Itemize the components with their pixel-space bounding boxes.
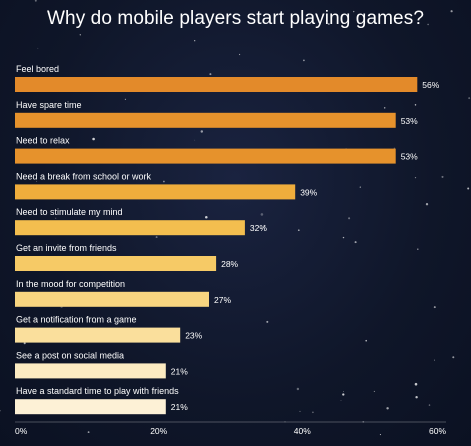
star-dot — [425, 203, 429, 206]
star-dot — [452, 356, 455, 359]
star-dot — [23, 342, 26, 345]
category-label: Need to relax — [16, 136, 70, 146]
star-dot — [365, 339, 367, 342]
data-label: 21% — [171, 402, 188, 412]
star-dot — [353, 10, 355, 13]
category-label: See a post on social media — [16, 350, 124, 360]
data-label: 27% — [214, 295, 231, 305]
star-dot — [284, 421, 286, 423]
data-label: 53% — [401, 152, 418, 162]
star-dot — [94, 321, 97, 324]
star-dot — [79, 34, 81, 36]
category-label: Get a notification from a game — [16, 315, 137, 325]
star-dot — [260, 213, 264, 216]
bar — [15, 363, 166, 379]
bar — [15, 399, 166, 415]
star-dot — [379, 434, 381, 436]
star-dot — [427, 23, 429, 26]
star-dot — [362, 420, 365, 423]
star-dot — [417, 248, 419, 250]
x-tick-label: 60% — [429, 426, 446, 436]
star-dot — [303, 59, 305, 62]
x-tick-label: 40% — [294, 426, 311, 436]
star-dot — [340, 400, 342, 402]
star-dot — [263, 224, 266, 228]
star-dot — [155, 236, 158, 239]
star-dot — [36, 180, 38, 182]
bar — [15, 291, 209, 307]
star-dot — [433, 359, 436, 361]
star-dot — [34, 0, 37, 2]
star-dot — [342, 393, 345, 396]
star-dot — [342, 236, 345, 239]
bar — [15, 148, 396, 164]
star-dot — [348, 217, 351, 220]
star-dot — [55, 217, 57, 219]
star-dot — [312, 411, 314, 414]
star-dot — [468, 97, 471, 100]
data-label: 28% — [221, 259, 238, 269]
star-dot — [92, 137, 95, 141]
category-label: Feel bored — [16, 64, 59, 74]
star-dot — [205, 215, 208, 219]
star-dot — [297, 229, 300, 232]
star-dot — [414, 104, 417, 106]
bar — [15, 112, 396, 128]
star-dot — [343, 391, 344, 392]
bar — [15, 77, 418, 92]
star-dot — [359, 186, 361, 188]
x-tick-label: 0% — [15, 426, 28, 436]
star-dot — [467, 187, 470, 190]
star-dot — [0, 410, 1, 412]
data-label: 53% — [401, 116, 418, 126]
star-dot — [310, 190, 312, 192]
star-dot — [163, 180, 165, 183]
star-dot — [386, 407, 389, 410]
star-dot — [87, 431, 90, 434]
star-dot — [441, 175, 444, 178]
star-dot — [194, 40, 196, 42]
data-label: 32% — [250, 223, 267, 233]
star-dot — [428, 404, 431, 406]
star-dot — [415, 396, 418, 399]
star-dot — [393, 147, 395, 149]
star-dot — [327, 22, 330, 26]
category-label: Have a standard time to play with friend… — [16, 386, 179, 396]
star-dot — [450, 10, 453, 13]
category-label: Need to stimulate my mind — [16, 207, 123, 217]
chart-title: Why do mobile players start playing game… — [47, 8, 424, 29]
data-label: 21% — [171, 366, 188, 376]
star-dot — [194, 139, 196, 141]
bar — [15, 184, 296, 200]
x-tick-label: 20% — [150, 426, 167, 436]
bar — [15, 256, 217, 271]
star-dot — [200, 130, 204, 133]
bar — [15, 327, 181, 343]
star-dot — [209, 73, 212, 76]
data-label: 23% — [185, 331, 202, 341]
data-label: 56% — [422, 80, 439, 90]
star-dot — [37, 47, 39, 49]
star-dot — [433, 306, 436, 309]
bar — [15, 220, 245, 236]
star-dot — [296, 387, 300, 391]
star-dot — [266, 320, 269, 323]
star-dot — [124, 98, 126, 100]
star-dot — [414, 176, 417, 179]
star-dot — [239, 53, 241, 56]
star-dot — [263, 226, 265, 228]
data-label: 39% — [300, 187, 317, 197]
star-dot — [354, 241, 357, 244]
star-dot — [414, 382, 418, 386]
category-label: In the mood for competition — [16, 279, 125, 289]
star-dot — [299, 410, 301, 412]
star-dot — [234, 14, 236, 16]
category-label: Get an invite from friends — [16, 243, 117, 253]
star-dot — [373, 390, 375, 392]
star-dot — [383, 107, 386, 109]
category-label: Have spare time — [16, 100, 82, 110]
category-label: Need a break from school or work — [16, 171, 152, 181]
